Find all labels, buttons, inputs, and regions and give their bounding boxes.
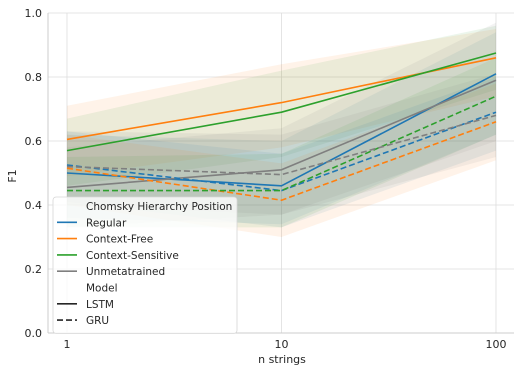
legend-label: Unmetatrained [86, 266, 165, 278]
legend-label: Regular [86, 217, 127, 229]
x-tick-label: 100 [486, 338, 507, 351]
y-tick-label: 0.0 [25, 327, 43, 340]
legend: Chomsky Hierarchy Position Regular Context… [52, 196, 238, 334]
x-tick-label: 1 [64, 338, 71, 351]
ci-band-regular-lstm [67, 32, 496, 225]
legend-style-title: Model [86, 283, 118, 295]
ci-band-regular-gru [67, 77, 496, 228]
series-line-unmetatrained-lstm [66, 79, 497, 189]
tick-labels: 0.0 0.2 0.4 0.6 0.8 1.0 1 10 100 [25, 7, 507, 351]
y-tick-label: 0.8 [25, 71, 43, 84]
y-tick-label: 1.0 [25, 7, 43, 20]
ci-band-context-sensitive-lstm [67, 25, 496, 186]
y-tick-label: 0.4 [25, 199, 43, 212]
series-line-context-sensitive-lstm [66, 52, 497, 152]
x-axis-title: n strings [258, 353, 306, 366]
legend-label: Context-Free [86, 234, 153, 246]
legend-label: GRU [86, 315, 109, 327]
series-line-regular-gru [66, 111, 497, 192]
legend-box [52, 196, 238, 334]
series-line-unmetatrained-gru [66, 114, 497, 176]
series-line-context-free-gru [66, 121, 497, 201]
legend-hue-title: Chomsky Hierarchy Position [86, 201, 232, 213]
y-axis-title: F1 [6, 169, 19, 182]
series-lines [66, 52, 497, 201]
y-tick-label: 0.2 [25, 263, 43, 276]
y-tick-label: 0.6 [25, 135, 43, 148]
x-tick-label: 10 [275, 338, 289, 351]
legend-label: Context-Sensitive [86, 250, 179, 262]
series-line-context-sensitive-gru [67, 95, 497, 192]
legend-label: LSTM [86, 299, 114, 311]
series-line-regular-lstm [66, 73, 497, 187]
ci-band-unmetatrained-lstm [67, 22, 496, 228]
